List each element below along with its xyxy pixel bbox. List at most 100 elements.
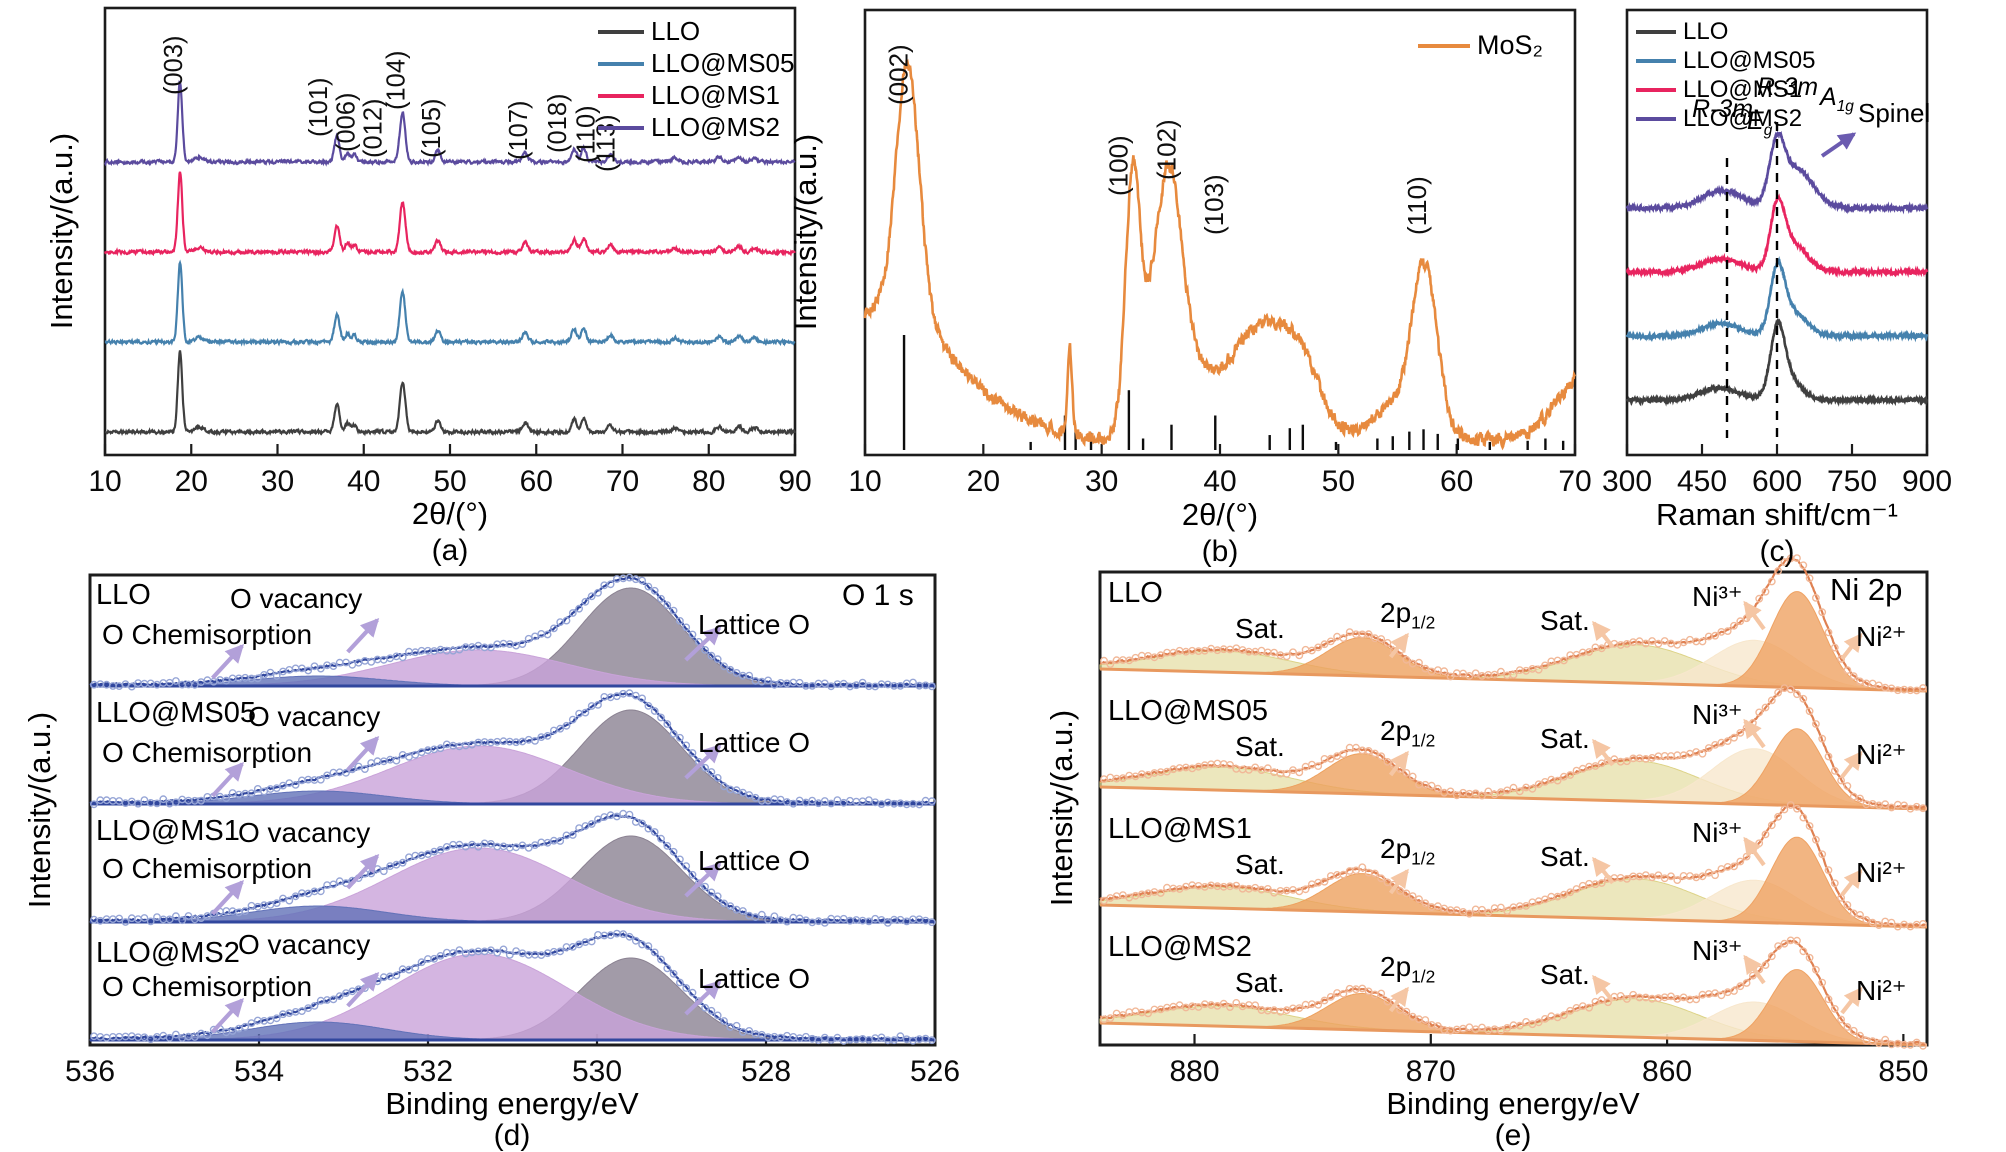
panel-e-row-2-scatter-point — [1156, 889, 1165, 897]
panel-c-sublabel: (c) — [1759, 535, 1795, 568]
panel-e-row-1-scatter-point — [1805, 707, 1814, 716]
panel-e-row-2-scatter-point — [1767, 821, 1776, 830]
panel-d-row-1-scatter-point — [663, 720, 672, 728]
panel-e-row-1-scatter-point — [1837, 776, 1846, 785]
panel-e-row-2-scatter-point — [1774, 812, 1783, 821]
panel-e-row-1-scatter-point — [1610, 755, 1619, 764]
panel-e-tick-870: 870 — [1406, 1055, 1456, 1088]
panel-e-row-2-scatter-point — [1711, 871, 1720, 880]
panel-e-row-2-scatter-point — [1736, 857, 1745, 866]
panel-e-row-1-scatter-point — [1856, 794, 1864, 803]
panel-d-row-0-scatter-point — [524, 634, 533, 643]
panel-e-row-2-sat2-label: Sat. — [1540, 841, 1590, 872]
legend-line-swatch — [598, 93, 644, 98]
panel-a-peak-label: (003) — [160, 35, 188, 95]
panel-e-row-3-scatter-point — [1830, 1005, 1839, 1013]
panel-b-ylabel: Intensity/(a.u.) — [788, 133, 823, 331]
panel-e-row-3-scatter-point — [1515, 1021, 1524, 1030]
panel-d-row-1-arrow-2 — [684, 744, 722, 780]
panel-d-row-3-scatter-point — [650, 948, 659, 957]
panel-d-row-1-scatter-point — [556, 724, 565, 733]
panel-e-row-0-scatter-point — [1320, 640, 1329, 649]
panel-e-row-3-scatter-point — [1560, 1011, 1568, 1019]
panel-e-row-2-scatter-point — [1704, 868, 1713, 877]
panel-e-row-0-scatter-point — [1818, 608, 1827, 617]
legend-label: MoS₂ — [1477, 30, 1543, 60]
panel-d-row-0-scatter-point — [594, 588, 602, 597]
panel-d-row-3-scatter-point — [190, 1033, 199, 1041]
panel-e-ylabel: Intensity/(a.u.) — [1044, 709, 1079, 907]
panel-d-row-1-scatter-point — [411, 750, 420, 759]
panel-d-row-1-scatter-point — [707, 768, 716, 776]
panel-b-peak-label: (102) — [1151, 119, 1181, 180]
panel-d-row-2-scatter-point — [783, 917, 791, 926]
panel-e-row-0-scatter-point — [1364, 630, 1373, 639]
panel-a-curve-LLO@MS05 — [104, 259, 796, 347]
panel-e-xlabel: Binding energy/eV — [1386, 1086, 1640, 1121]
panel-c-rm3-eg-prefix: R-3m — [1692, 95, 1754, 123]
panel-e-row-2-scatter-point — [1560, 890, 1568, 899]
panel-d-row-1-scatter-point — [928, 797, 936, 806]
panel-d-row-1-scatter-point — [354, 762, 363, 771]
panel-b-tick-20: 20 — [967, 465, 1000, 498]
panel-b-tick-70: 70 — [1558, 465, 1591, 498]
panel-d-row-3-scatter-point — [669, 969, 678, 978]
panel-e-row-0-scatter-point — [1912, 686, 1921, 695]
panel-e-row-2-scatter-point — [1730, 862, 1738, 871]
panel-e-row-1-scatter-point — [1503, 786, 1512, 795]
panel-d-row-0-scatter-point — [650, 586, 659, 595]
panel-e-row-2-scatter-point — [1232, 881, 1241, 890]
panel-d-row-2-scatter-point — [342, 879, 350, 887]
eg-sub: g — [1763, 122, 1773, 139]
panel-e-row-3-scatter-point — [1478, 1023, 1486, 1032]
panel-e-row-3-scatter-point — [1824, 995, 1833, 1004]
panel-e-row-0-scatter-point — [1812, 594, 1820, 602]
panel-e-row-2-scatter-point — [1818, 850, 1827, 859]
panel-d-row-0-scatter-point — [550, 624, 558, 633]
panel-d-row-0-scatter-point — [316, 664, 325, 673]
legend-label: LLO@MS05 — [1683, 47, 1816, 74]
a1g-main: A — [1820, 83, 1837, 111]
panel-d-row-1-scatter-point — [713, 774, 722, 782]
panel-d-row-3-chem-label: O Chemisorption — [102, 971, 313, 1002]
panel-e-row-0-scatter-point — [1490, 670, 1499, 679]
panel-e-row-3-scatter-point — [1799, 947, 1808, 956]
panel-d-row-0-scatter-point — [121, 680, 130, 688]
panel-d-row-0-chem-label: O Chemisorption — [102, 619, 313, 650]
panel-e-row-1-scatter-point — [1900, 801, 1909, 810]
panel-a-tick-50: 50 — [433, 465, 466, 498]
panel-e-row-3-scatter-point — [1906, 1041, 1915, 1049]
panel-a-tick-40: 40 — [347, 465, 380, 498]
panel-b-sublabel: (b) — [1201, 535, 1239, 568]
panel-e-row-1-scatter-point — [1352, 743, 1360, 752]
panel-e-row-1-ni2-label: Ni²⁺ — [1856, 739, 1907, 770]
panel-d-row-2-scatter-point — [669, 847, 678, 856]
panel-e-row-0-scatter-point — [1597, 644, 1606, 653]
panel-e-row-3-sat2-label: Sat. — [1540, 959, 1590, 990]
panel-d-row-1-scatter-point — [820, 797, 829, 805]
panel-d-row-1-scatter-point — [171, 798, 180, 807]
panel-d-row-0-scatter-point — [839, 679, 848, 688]
panel-d-row-3-scatter-point — [896, 1032, 905, 1041]
panel-a-peak-label: (006) — [332, 92, 360, 152]
panel-d-row-0-scatter-point — [543, 630, 552, 639]
panel-d-row-0-scatter-point — [896, 682, 905, 690]
panel-d-row-3-arrow-0 — [210, 997, 244, 1034]
panel-d-row-3-scatter-point — [430, 954, 439, 963]
panel-e-row-0-scatter-point — [1730, 621, 1738, 630]
panel-e-row-2-label: LLO@MS1 — [1108, 813, 1252, 845]
panel-d-row-3-scatter-point — [688, 988, 697, 997]
panel-e-row-0-scatter-point — [1919, 684, 1927, 692]
panel-e-row-3-scatter-point — [1843, 1023, 1852, 1031]
panel-a-tick-90: 90 — [778, 465, 811, 498]
panel-d-row-1-scatter-point — [531, 737, 539, 745]
panel-b-peak-label: (103) — [1199, 174, 1229, 235]
panel-e-row-1-sat1-label: Sat. — [1235, 731, 1285, 762]
panel-e-row-1-scatter-point — [1919, 804, 1927, 813]
panel-d-row-3-scatter-point — [171, 1030, 180, 1039]
panel-e-row-2-scatter-point — [1175, 885, 1184, 893]
panel-d-row-0-scatter-point — [606, 580, 615, 589]
panel-e-row-3-scatter-point — [1742, 979, 1751, 987]
panel-c-legend-item-llo: LLO — [1636, 18, 1728, 46]
panel-e-row-0-scatter-point — [1421, 664, 1430, 673]
